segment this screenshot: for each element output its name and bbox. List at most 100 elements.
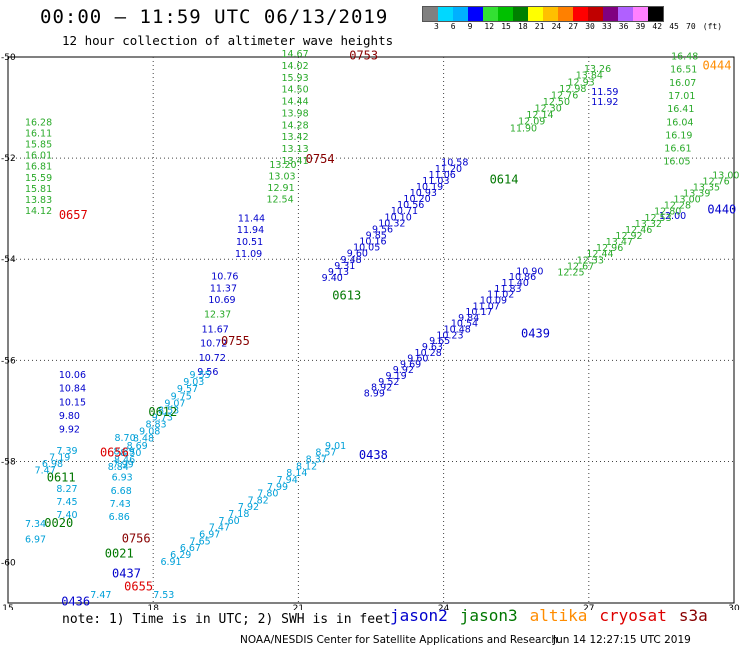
wave-height-value: 12.67 (567, 261, 594, 272)
legend-tick: 6 (450, 22, 456, 31)
wave-height-value: 7.53 (153, 590, 174, 601)
legend-swatch-12 (603, 7, 618, 21)
satellite-legend-jason3: jason3 (459, 606, 518, 625)
lat-label: -58 (1, 457, 16, 467)
wave-height-value: 12.53 (644, 213, 671, 224)
wave-height-value: 10.23 (436, 330, 463, 341)
legend-swatch-1 (438, 7, 453, 21)
wave-height-value: 10.58 (441, 158, 468, 169)
wave-height-value: 8.39 (114, 446, 135, 457)
wave-height-value: 10.28 (415, 348, 442, 359)
wave-height-value: 6.97 (25, 534, 46, 545)
pass-time-label: 0655 (124, 579, 153, 593)
wave-height-value: 16.51 (670, 65, 697, 76)
wave-height-value: 8.12 (296, 461, 317, 472)
track-values: 14.6714.0215.9314.5014.4413.9814.2813.42… (25, 49, 739, 601)
wave-height-value: 10.17 (465, 307, 492, 318)
map-title: 00:00 – 11:59 UTC 06/13/2019 (40, 6, 389, 28)
pass-time-label: 0020 (44, 516, 73, 530)
satellite-legend-s3a: s3a (678, 606, 708, 625)
wave-height-value: 13.39 (683, 189, 710, 200)
wave-height-value: 10.16 (359, 237, 386, 248)
wave-height-value: 7.40 (56, 510, 77, 521)
wave-height-value: 11.07 (473, 301, 500, 312)
pass-time-label: 0611 (47, 471, 76, 485)
legend-tick: 18 (518, 22, 528, 31)
wave-height-value: 13.20 (269, 160, 296, 171)
wave-height-value: 16.28 (25, 117, 52, 128)
legend-swatch-14 (633, 7, 648, 21)
wave-height-value: 9.08 (139, 427, 160, 438)
wave-height-value: 10.72 (199, 353, 226, 364)
wave-height-value: 16.81 (25, 162, 52, 173)
wave-height-value: 12.54 (266, 194, 293, 205)
legend-swatch-6 (513, 7, 528, 21)
legend-swatch-3 (468, 7, 483, 21)
pass-time-label: 0614 (490, 172, 519, 186)
wave-height-value: 13.41 (281, 156, 308, 167)
wave-height-value: 9.07 (164, 398, 185, 409)
wave-height-value: 9.92 (393, 365, 414, 376)
legend-tick: 36 (618, 22, 629, 31)
wave-height-value: 9.31 (334, 261, 355, 272)
wave-height-value: 13.32 (635, 219, 662, 230)
wave-height-value: 8.70 (114, 433, 135, 444)
pass-time-label: 0756 (122, 531, 151, 545)
color-scale-legend (422, 6, 664, 22)
wave-height-value: 10.15 (59, 397, 86, 408)
wave-height-value: 10.56 (397, 200, 424, 211)
wave-height-value: 12.28 (664, 201, 691, 212)
wave-height-value: 13.83 (25, 195, 52, 206)
wave-height-value: 14.02 (281, 61, 308, 72)
wave-height-value: 11.59 (591, 87, 618, 98)
legend-swatch-2 (453, 7, 468, 21)
pass-time-label: 0444 (703, 59, 732, 73)
legend-swatch-11 (588, 7, 603, 21)
wave-height-value: 10.20 (403, 194, 430, 205)
wave-height-value: 8.99 (364, 388, 385, 399)
wave-height-value: 13.03 (268, 172, 295, 183)
wave-height-value: 12.00 (659, 211, 686, 222)
wave-height-value: 13.26 (584, 64, 611, 75)
wave-height-value: 11.83 (494, 284, 521, 295)
wave-height-value: 10.51 (236, 237, 263, 248)
wave-height-value: 10.06 (59, 370, 86, 381)
credit-line: NOAA/NESDIS Center for Satellite Applica… (240, 634, 558, 646)
wave-height-value: 9.03 (183, 377, 204, 388)
wave-height-value: 15.93 (281, 73, 308, 84)
wave-height-value: 9.60 (407, 354, 428, 365)
wave-height-value: 11.09 (235, 249, 262, 260)
wave-height-value: 10.76 (211, 271, 238, 282)
legend-swatch-10 (573, 7, 588, 21)
wave-height-value: 13.00 (674, 195, 701, 206)
legend-tick: 9 (467, 22, 473, 31)
legend-tick: 39 (635, 22, 646, 31)
pass-time-label: 0656 (100, 445, 129, 459)
wave-height-value: 7.19 (49, 452, 70, 463)
wave-height-value: 12.50 (543, 97, 570, 108)
wave-height-value: 16.07 (669, 78, 696, 89)
wave-height-value: 9.85 (366, 230, 387, 241)
wave-height-value: 7.43 (110, 499, 131, 510)
wave-height-value: 15.81 (25, 184, 52, 195)
satellite-legend-cryosat: cryosat (599, 606, 667, 625)
map-frame (7, 56, 735, 604)
pass-time-label: 0440 (707, 203, 736, 217)
map-grid (8, 57, 734, 603)
wave-height-value: 9.73 (152, 412, 173, 423)
pass-time-label: 0439 (521, 327, 550, 341)
wave-height-value: 10.10 (385, 212, 412, 223)
wave-height-value: 7.34 (25, 519, 46, 530)
legend-tick: 70 (686, 22, 696, 31)
wave-height-value: 11.37 (210, 283, 237, 294)
wave-height-value: 13.35 (693, 182, 720, 193)
wave-height-value: 11.92 (591, 97, 618, 108)
satellite-legend-jason2: jason2 (390, 606, 448, 625)
legend-tick: 27 (568, 22, 579, 31)
wave-height-value: 15.85 (25, 139, 52, 150)
legend-swatch-5 (498, 7, 513, 21)
wave-height-value: 12.76 (551, 90, 578, 101)
color-scale-ticks: 3 6 9 12 15 18 21 24 27 30 33 36 39 42 45 70 (ft) (422, 22, 740, 34)
wave-height-value: 10.84 (59, 384, 86, 395)
pass-time-label: 0753 (349, 49, 378, 63)
